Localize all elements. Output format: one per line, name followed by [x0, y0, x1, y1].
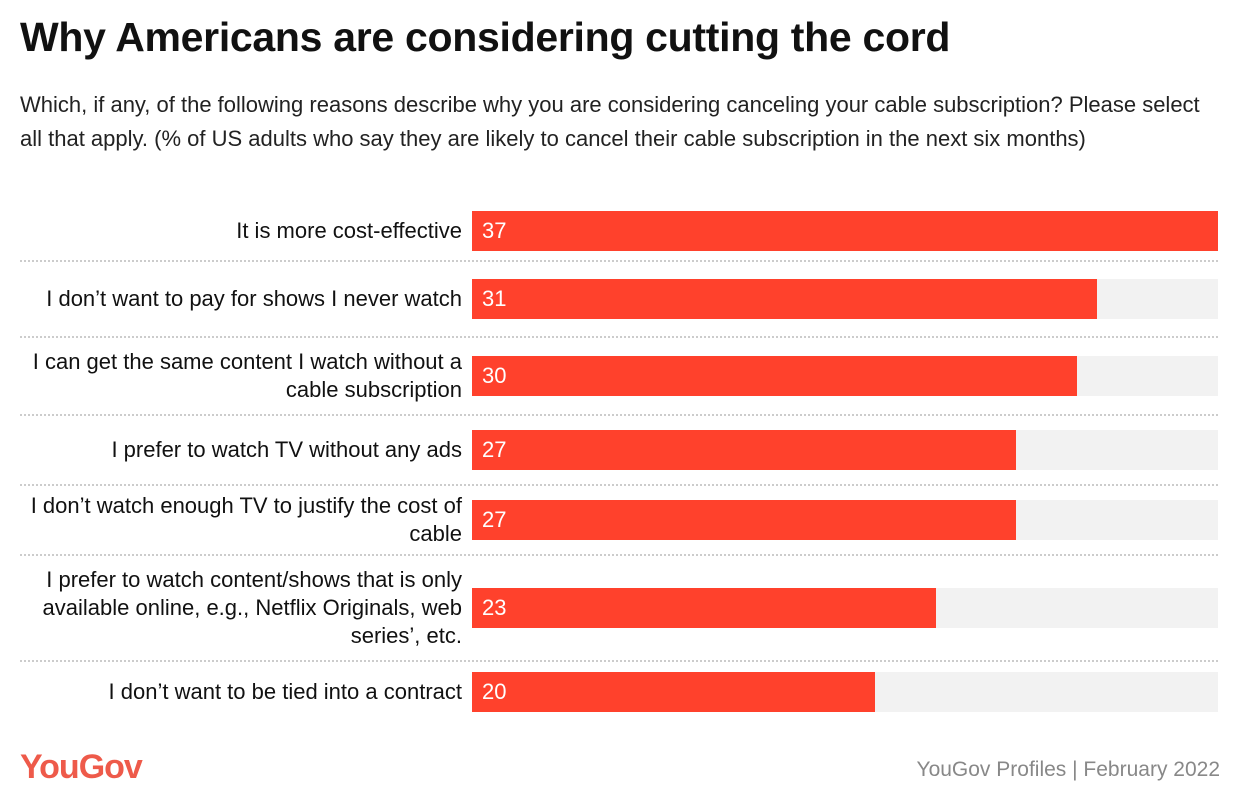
data-label: 30	[482, 363, 507, 388]
bar-row: I prefer to watch TV without any ads 27	[20, 416, 1218, 486]
bar-track: 23	[472, 588, 1218, 628]
bar	[472, 672, 876, 712]
data-label: 27	[482, 507, 507, 532]
bar-row: I can get the same content I watch witho…	[20, 338, 1218, 416]
bar-track: 31	[472, 279, 1218, 319]
bar-row: I don’t watch enough TV to justify the c…	[20, 486, 1218, 556]
data-label: 27	[482, 437, 507, 462]
bar	[472, 211, 1218, 251]
data-label: 37	[482, 218, 507, 243]
bar-row: I prefer to watch content/shows that is …	[20, 556, 1218, 662]
category-label: I prefer to watch TV without any ads	[111, 437, 462, 462]
bar-track: 27	[472, 500, 1218, 540]
category-label: I prefer to watch content/shows that is …	[42, 567, 462, 648]
bar-track: 37	[472, 211, 1218, 251]
category-label: I don’t want to pay for shows I never wa…	[46, 286, 462, 311]
bar-row: I don’t want to be tied into a contract …	[20, 662, 1218, 722]
source-note: YouGov Profiles | February 2022	[916, 758, 1220, 781]
bar-row: It is more cost-effective 37	[20, 202, 1218, 262]
data-label: 31	[482, 286, 507, 311]
data-label: 20	[482, 679, 507, 704]
bar-chart: It is more cost-effective 37 I don’t want…	[20, 202, 1218, 722]
category-label: I can get the same content I watch witho…	[32, 349, 462, 402]
bar	[472, 500, 1017, 540]
bar	[472, 356, 1077, 396]
bar	[472, 430, 1017, 470]
yougov-logo: YouGov	[20, 748, 143, 786]
chart-title: Why Americans are considering cutting th…	[20, 14, 951, 60]
category-label: I don’t want to be tied into a contract	[108, 679, 462, 704]
chart-subtitle: Which, if any, of the following reasons …	[20, 92, 1200, 151]
category-label: I don’t watch enough TV to justify the c…	[30, 493, 462, 546]
bar	[472, 279, 1098, 319]
bar-track: 20	[472, 672, 1218, 712]
data-label: 23	[482, 595, 507, 620]
category-label: It is more cost-effective	[236, 218, 462, 243]
bar-row: I don’t want to pay for shows I never wa…	[20, 262, 1218, 338]
bar	[472, 588, 936, 628]
bar-track: 27	[472, 430, 1218, 470]
bar-track: 30	[472, 356, 1218, 396]
